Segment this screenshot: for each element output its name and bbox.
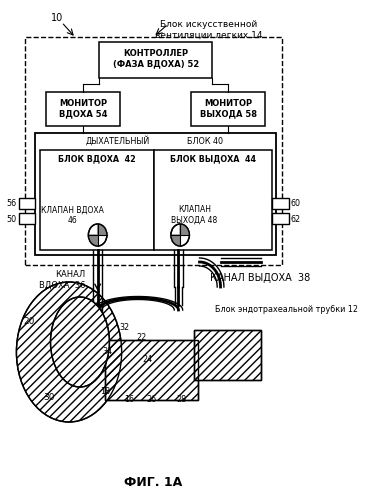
Bar [35, 133, 276, 255]
Bar [41, 150, 154, 250]
Text: 18: 18 [100, 388, 110, 396]
Text: 56: 56 [7, 198, 17, 207]
Bar [272, 198, 289, 209]
Text: ФИГ. 1А: ФИГ. 1А [124, 476, 182, 488]
Bar [25, 37, 282, 265]
Bar [193, 330, 261, 380]
Text: 34: 34 [103, 348, 113, 356]
Text: 30: 30 [43, 392, 55, 402]
Circle shape [171, 224, 189, 246]
Text: 26: 26 [146, 396, 157, 404]
Bar [99, 42, 212, 78]
Wedge shape [98, 224, 107, 235]
Wedge shape [88, 235, 98, 246]
Text: 16: 16 [124, 396, 134, 404]
Bar [154, 150, 272, 250]
Wedge shape [180, 224, 189, 235]
Text: БЛОК ВДОХА  42: БЛОК ВДОХА 42 [58, 154, 136, 164]
Text: МОНИТОР
ВЫХОДА 58: МОНИТОР ВЫХОДА 58 [200, 100, 257, 118]
Text: 28: 28 [176, 396, 186, 404]
Text: КЛАПАН
ВЫХОДА 48: КЛАПАН ВЫХОДА 48 [171, 206, 218, 225]
Text: БЛОК 40: БЛОК 40 [187, 136, 223, 145]
Text: КАНАЛ
ВДОХА  36: КАНАЛ ВДОХА 36 [39, 270, 86, 289]
Bar [105, 340, 198, 400]
Bar [193, 330, 261, 380]
Text: 62: 62 [291, 214, 300, 224]
Text: КОНТРОЛЛЕР
(ФАЗА ВДОХА) 52: КОНТРОЛЛЕР (ФАЗА ВДОХА) 52 [113, 50, 199, 68]
Text: Блок эндотрахеальной трубки 12: Блок эндотрахеальной трубки 12 [215, 306, 358, 314]
Ellipse shape [50, 297, 110, 387]
Text: 60: 60 [291, 198, 300, 207]
Text: 20: 20 [24, 318, 35, 326]
Text: БЛОК ВЫДОХА  44: БЛОК ВЫДОХА 44 [170, 154, 256, 164]
Bar [191, 92, 265, 126]
Text: 10: 10 [51, 13, 64, 23]
Text: МОНИТОР
ВДОХА 54: МОНИТОР ВДОХА 54 [59, 100, 108, 118]
Text: Блок искусственной
вентиляции легких 14: Блок искусственной вентиляции легких 14 [155, 20, 262, 40]
Bar [272, 213, 289, 224]
Text: КЛАПАН ВДОХА
46: КЛАПАН ВДОХА 46 [41, 206, 104, 225]
Text: 32: 32 [119, 322, 130, 332]
Text: 22: 22 [136, 334, 146, 342]
Bar [46, 92, 120, 126]
Wedge shape [171, 235, 180, 246]
Text: 24: 24 [142, 356, 152, 364]
Bar [19, 213, 35, 224]
Text: ДЫХАТЕЛЬНЫЙ: ДЫХАТЕЛЬНЫЙ [86, 136, 150, 146]
Ellipse shape [16, 282, 122, 422]
Text: 50: 50 [7, 214, 17, 224]
Bar [105, 340, 198, 400]
Bar [19, 198, 35, 209]
Text: КАНАЛ ВЫДОХА  38: КАНАЛ ВЫДОХА 38 [211, 273, 311, 283]
Circle shape [88, 224, 107, 246]
